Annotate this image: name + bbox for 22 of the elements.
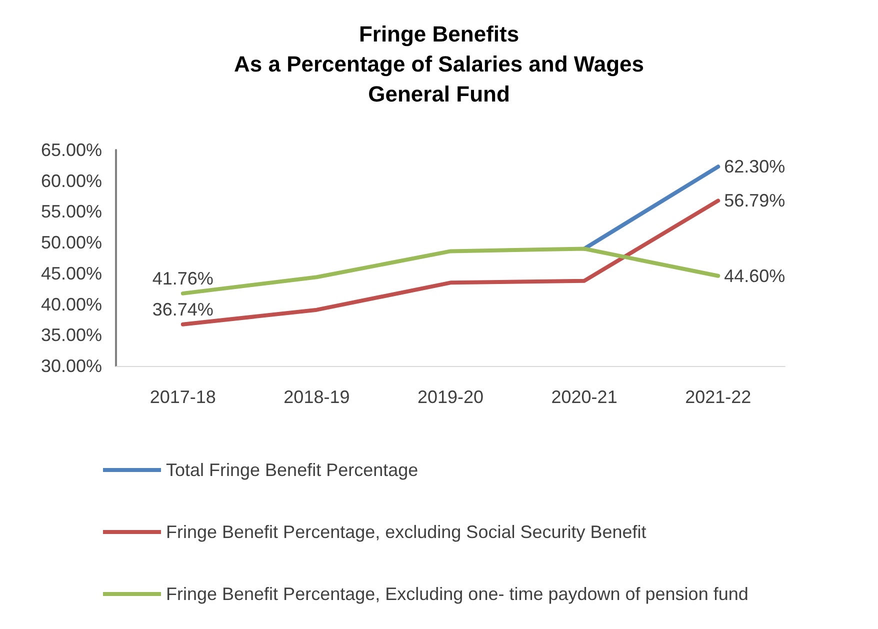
- data-label: 44.60%: [724, 266, 786, 286]
- chart-title: Fringe Benefits As a Percentage of Salaries and Wages General Fund: [234, 22, 644, 106]
- y-tick-label: 35.00%: [40, 325, 102, 346]
- x-tick-label: 2020-21: [551, 387, 618, 407]
- x-tick-label: 2021-22: [685, 387, 752, 407]
- data-label: 36.74%: [152, 299, 214, 320]
- legend-label: Fringe Benefit Percentage, Excluding one- time paydown of pension fund: [166, 584, 748, 604]
- data-label: 56.79%: [724, 190, 786, 211]
- legend-label: Fringe Benefit Percentage, excluding Social Security Benefit: [166, 522, 646, 542]
- y-tick-label: 30.00%: [40, 356, 102, 376]
- y-tick-label: 45.00%: [40, 263, 102, 284]
- legend-label: Total Fringe Benefit Percentage: [166, 460, 418, 480]
- x-tick-label: 2019-20: [417, 387, 484, 407]
- data-label: 41.76%: [152, 268, 214, 288]
- x-tick-label: 2018-19: [284, 387, 350, 407]
- y-tick-label: 40.00%: [40, 294, 102, 314]
- y-tick-label: 55.00%: [40, 202, 102, 222]
- y-tick-label: 65.00%: [40, 140, 102, 160]
- data-label: 62.30%: [724, 156, 786, 177]
- y-tick-label: 50.00%: [40, 232, 102, 253]
- y-tick-label: 60.00%: [40, 170, 102, 191]
- x-tick-label: 2017-18: [150, 387, 216, 407]
